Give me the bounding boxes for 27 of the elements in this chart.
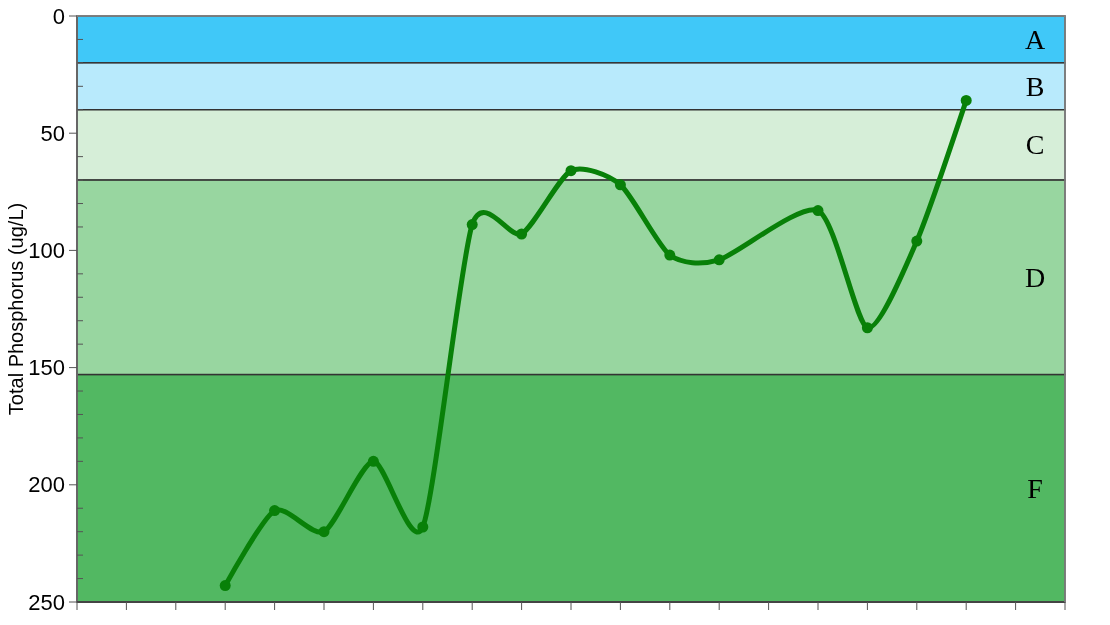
point [269, 505, 281, 517]
band-label: C [1025, 129, 1045, 161]
y-tick-label: 50 [40, 120, 65, 146]
point [812, 205, 824, 217]
point [960, 94, 972, 106]
point [466, 219, 478, 231]
point [516, 228, 528, 240]
y-axis-title: Total Phosphorus (ug/L) [5, 202, 27, 416]
point [417, 521, 429, 533]
point [219, 580, 231, 592]
point [861, 322, 873, 334]
y-tick-label: 150 [28, 355, 65, 381]
point [367, 455, 379, 467]
point [664, 249, 676, 261]
point [911, 235, 923, 247]
y-tick-label: 0 [52, 3, 65, 29]
point [565, 165, 577, 177]
band-label: D [1024, 261, 1046, 293]
point [318, 526, 330, 538]
y-tick-label: 200 [28, 472, 65, 498]
point [713, 254, 725, 266]
band-label: F [1027, 472, 1043, 504]
y-tick-label: 250 [28, 589, 65, 615]
point [614, 179, 626, 191]
band-label: B [1025, 70, 1045, 102]
y-tick-label: 100 [28, 237, 65, 263]
band-label: A [1024, 23, 1046, 55]
